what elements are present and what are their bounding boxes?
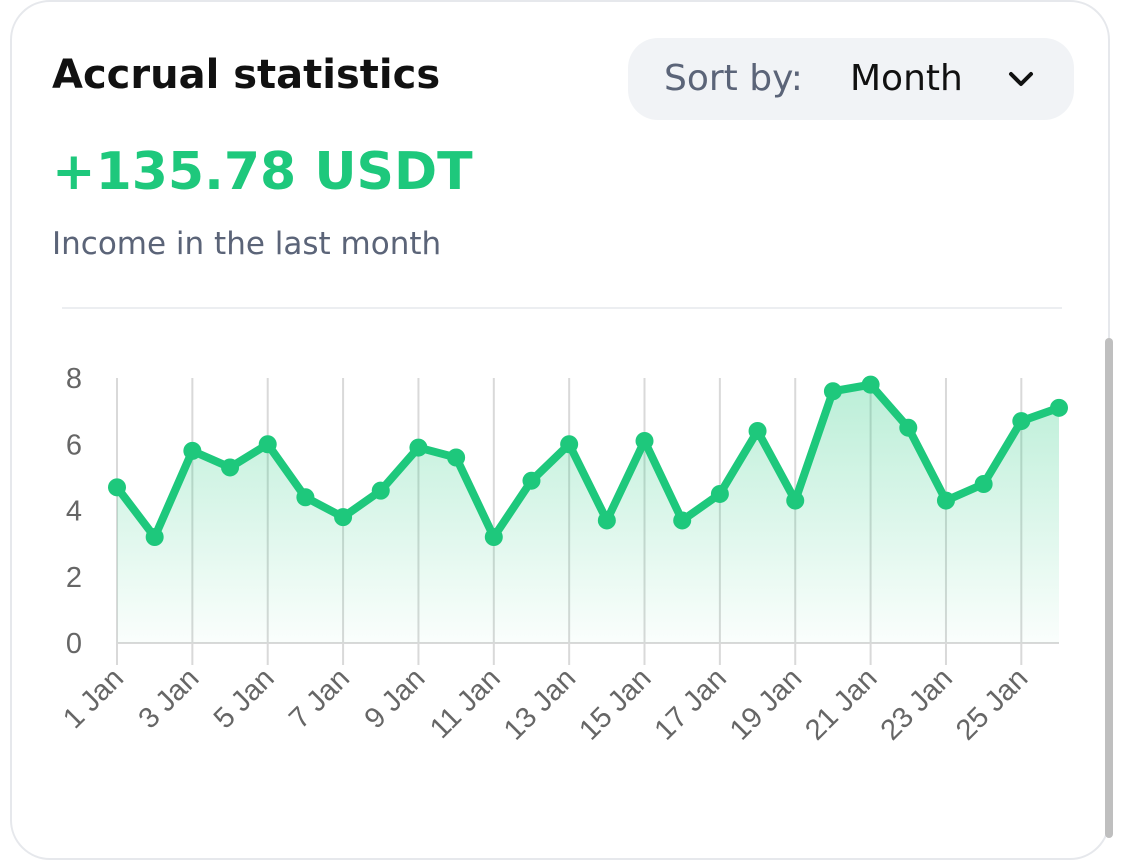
- divider: [62, 307, 1062, 309]
- point: [334, 508, 353, 527]
- point: [823, 382, 842, 401]
- point: [899, 418, 918, 437]
- point: [484, 528, 503, 546]
- point: [710, 484, 729, 503]
- y-tick-label: 6: [66, 429, 82, 461]
- x-tick-label: 5 Jan: [208, 662, 281, 735]
- x-tick-label: 15 Jan: [573, 662, 657, 746]
- point: [221, 458, 240, 477]
- point: [296, 488, 315, 507]
- point: [597, 511, 616, 530]
- page: Accrual statistics Sort by: Month +135.7…: [10, 0, 1113, 860]
- point: [635, 431, 654, 450]
- x-tick-label: 23 Jan: [875, 662, 959, 746]
- line: [113, 380, 1061, 541]
- point: [1012, 412, 1031, 431]
- y-tick-label: 0: [66, 628, 82, 660]
- x-tick-label: 19 Jan: [724, 662, 808, 746]
- sort-value: Month: [850, 58, 963, 99]
- sort-label: Sort by:: [664, 58, 803, 99]
- x-tick-label: 7 Jan: [283, 662, 356, 735]
- point: [447, 448, 466, 467]
- area: [117, 384, 1059, 643]
- point: [409, 438, 428, 457]
- point: [108, 478, 126, 497]
- point: [145, 528, 164, 546]
- point: [861, 375, 880, 394]
- x-tick-label: 9 Jan: [359, 662, 432, 735]
- x-tick-label: 25 Jan: [950, 662, 1034, 746]
- point: [1050, 398, 1068, 417]
- point: [560, 435, 579, 454]
- x-tick-label: 3 Jan: [133, 662, 206, 735]
- amount: +135.78 USDT: [52, 142, 473, 202]
- point: [936, 491, 955, 510]
- y-tick-label: 2: [66, 562, 82, 594]
- point: [371, 481, 390, 500]
- caption: Income in the last month: [52, 226, 442, 262]
- scrollbar[interactable]: [1105, 338, 1113, 838]
- point: [974, 475, 993, 493]
- y-tick-label: 4: [66, 496, 82, 528]
- x-tick-label: 1 Jan: [57, 662, 130, 735]
- point: [183, 441, 202, 460]
- y-tick-label: 8: [66, 363, 82, 395]
- x-tick-label: 17 Jan: [649, 662, 733, 746]
- x-tick-label: 11 Jan: [424, 662, 507, 745]
- x-tick-label: 13 Jan: [498, 662, 582, 746]
- chevron: [1009, 72, 1033, 86]
- point: [258, 435, 277, 454]
- sort-dropdown[interactable]: Sort by: Month: [628, 38, 1074, 120]
- point: [522, 471, 541, 490]
- point: [673, 511, 692, 530]
- point: [786, 491, 805, 510]
- point: [748, 422, 767, 440]
- x-tick-label: 21 Jan: [799, 662, 883, 746]
- title: Accrual statistics: [52, 52, 441, 98]
